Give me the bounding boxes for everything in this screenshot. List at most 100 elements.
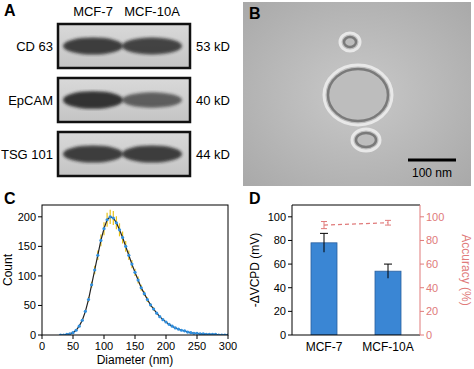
plot-area (59, 210, 228, 335)
error-bar (320, 233, 328, 252)
error-bar (125, 241, 126, 252)
y2-axis-line (420, 205, 421, 335)
x-tick-label: 50 (67, 340, 79, 352)
error-cap (320, 233, 328, 234)
x-tick-label: MCF-7 (306, 340, 343, 354)
data-point (93, 268, 96, 271)
data-point (152, 307, 155, 310)
panel-label: B (249, 5, 261, 22)
y2-tick (420, 311, 424, 312)
error-stem (388, 264, 389, 278)
size-label: 40 kD (196, 93, 230, 108)
data-point (143, 292, 146, 295)
error-bar (82, 319, 83, 321)
figure: AMCF-7MCF-10ACD 6353 kDEpCAM40 kDTSG 101… (0, 0, 474, 369)
data-point (146, 298, 149, 301)
y-tick-label: 50 (24, 299, 36, 311)
data-point (171, 325, 174, 328)
data-point (195, 332, 198, 335)
blot-box (58, 24, 190, 68)
data-point (115, 221, 118, 224)
vesicle-membrane (344, 37, 356, 47)
error-cap (385, 220, 391, 221)
y-tick-label: 0 (30, 329, 36, 341)
x-tick-label: 100 (95, 340, 113, 352)
y-tick-label: 100 (18, 270, 36, 282)
data-point (112, 216, 115, 219)
data-point (149, 303, 152, 306)
panel-label: D (249, 190, 261, 207)
error-cap (321, 221, 327, 222)
x-tick (135, 335, 136, 339)
y-tick (288, 264, 292, 265)
size-label: 53 kD (196, 39, 230, 54)
x-tick (197, 335, 198, 339)
bar (311, 243, 337, 335)
y2-axis-label: Accuracy (%) (459, 234, 473, 305)
blot-band (122, 38, 182, 55)
error-bar (85, 310, 86, 312)
y-tick-label: 100 (268, 211, 286, 223)
data-point (192, 332, 195, 335)
y2-tick (420, 216, 424, 217)
protein-label: EpCAM (8, 93, 53, 108)
x-tick (73, 335, 74, 339)
x-tick-label: 200 (157, 340, 175, 352)
data-point (189, 331, 192, 334)
error-stem (388, 220, 389, 225)
error-stem (324, 233, 325, 252)
x-tick-label: 250 (188, 340, 206, 352)
data-point (81, 319, 84, 322)
error-cap (321, 228, 327, 229)
x-tick-label: 300 (219, 340, 237, 352)
series-line (324, 223, 388, 225)
blot-band (63, 37, 123, 54)
y-tick (288, 335, 292, 336)
x-tick-label: MCF-10A (362, 340, 413, 354)
data-point (186, 330, 189, 333)
data-point (177, 327, 180, 330)
tem-image (243, 2, 471, 186)
data-point (137, 278, 140, 281)
error-stem (324, 222, 325, 229)
y-tick (38, 335, 42, 336)
vesicle (324, 65, 392, 125)
y2-tick-label: 40 (426, 282, 438, 294)
size-label: 44 kD (196, 147, 230, 162)
y-tick (38, 246, 42, 247)
y-tick-label: 200 (18, 211, 36, 223)
x-tick-label: 150 (126, 340, 144, 352)
blot-band (63, 91, 123, 109)
data-point (124, 245, 127, 248)
x-tick-label: 0 (39, 340, 45, 352)
blot-box (58, 132, 190, 176)
data-point (130, 262, 133, 265)
blot-band (122, 92, 182, 107)
blot-box (58, 78, 190, 122)
plot-frame (42, 205, 228, 335)
data-point (140, 286, 143, 289)
error-bar (103, 222, 104, 235)
y-tick (38, 216, 42, 217)
error-bar (122, 232, 123, 244)
protein-label: CD 63 (16, 39, 53, 54)
data-point (164, 320, 167, 323)
data-point (121, 236, 124, 239)
data-point (96, 254, 99, 257)
data-point (127, 254, 130, 257)
error-bar (113, 211, 114, 225)
bar (375, 271, 401, 335)
x-tick (228, 335, 229, 339)
data-point (183, 329, 186, 332)
data-point (78, 325, 81, 328)
y-tick-label: 20 (274, 305, 286, 317)
x-axis-label: Diameter (nm) (97, 353, 174, 367)
vesicle (352, 129, 380, 151)
data-point (180, 329, 183, 332)
panel-label: C (4, 190, 16, 207)
error-bar (116, 216, 117, 229)
blot-band (63, 145, 123, 162)
y-tick-label: 150 (18, 240, 36, 252)
y2-tick-label: 80 (426, 234, 438, 246)
y2-tick (420, 335, 424, 336)
